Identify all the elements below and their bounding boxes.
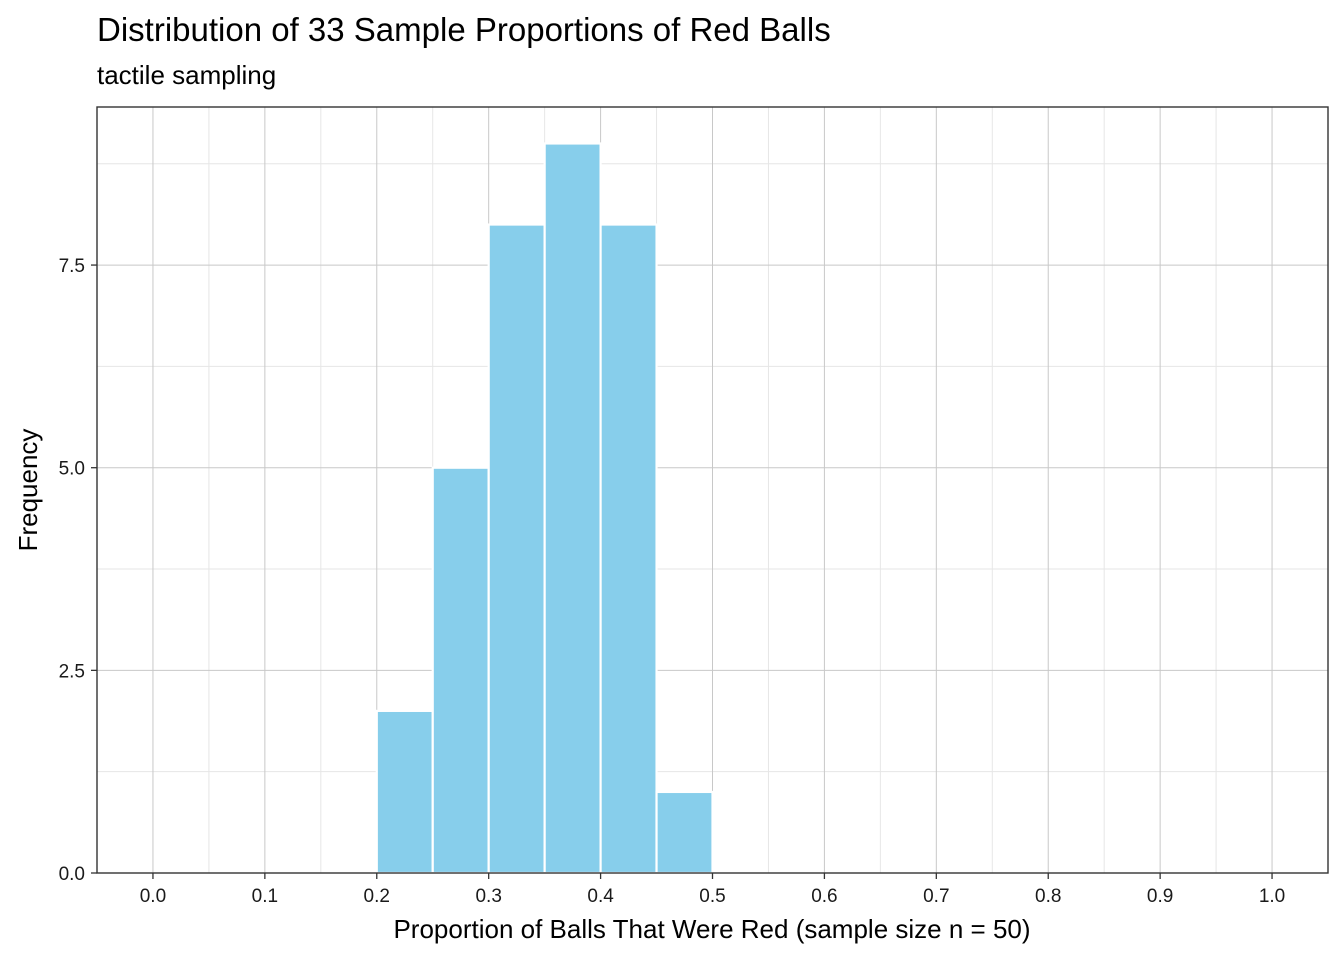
grid-lines [97, 107, 1328, 874]
y-tick-label: 2.5 [59, 661, 85, 682]
x-tick-label: 0.4 [587, 886, 614, 907]
x-axis-title: Proportion of Balls That Were Red (sampl… [393, 914, 1030, 944]
histogram-bar [599, 223, 658, 875]
histogram-bar [431, 466, 490, 875]
axis-ticks: 0.0 0.1 0.2 0.3 0.4 0.5 0.6 0.7 0.8 0.9 1.0 0.0 2.5 5… [59, 256, 1286, 907]
histogram-bars [375, 142, 714, 875]
x-tick-label: 0.3 [475, 886, 501, 907]
x-tick-label: 0.2 [364, 886, 390, 907]
x-tick-label: 0.5 [699, 886, 725, 907]
y-tick-label: 7.5 [59, 256, 85, 277]
x-tick-label: 0.1 [252, 886, 278, 907]
y-axis-title: Frequency [13, 429, 43, 552]
histogram-bar [375, 709, 434, 875]
histogram-bar [487, 223, 546, 875]
x-tick-label: 0.0 [140, 886, 166, 907]
histogram-bar [543, 142, 602, 875]
x-tick-label: 1.0 [1259, 886, 1285, 907]
histogram-bar [655, 790, 714, 875]
chart-subtitle: tactile sampling [97, 60, 277, 90]
chart-title: Distribution of 33 Sample Proportions of… [97, 11, 831, 48]
x-tick-label: 0.7 [923, 886, 949, 907]
x-tick-label: 0.6 [811, 886, 837, 907]
y-tick-label: 5.0 [59, 459, 85, 480]
y-tick-label: 0.0 [59, 864, 85, 885]
x-tick-label: 0.9 [1147, 886, 1173, 907]
x-tick-label: 0.8 [1035, 886, 1061, 907]
